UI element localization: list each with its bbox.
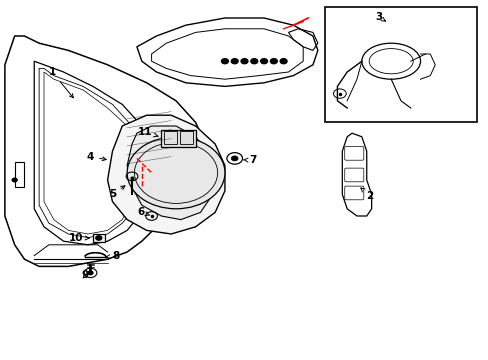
FancyBboxPatch shape [93,234,105,242]
Circle shape [250,59,257,64]
Text: 9: 9 [81,270,88,280]
Circle shape [12,178,17,182]
Circle shape [270,59,277,64]
Polygon shape [127,126,215,220]
Text: 11: 11 [138,127,158,138]
Text: 6: 6 [137,207,150,217]
Circle shape [280,59,286,64]
Circle shape [226,153,242,164]
Text: 10: 10 [68,233,89,243]
Text: 2: 2 [360,188,373,201]
Bar [325,7,476,122]
Circle shape [221,59,228,64]
Circle shape [231,156,238,161]
Text: 1: 1 [49,67,73,98]
Text: 7: 7 [243,155,256,165]
Circle shape [241,59,247,64]
Circle shape [88,271,93,275]
Text: 8: 8 [106,251,119,261]
Circle shape [260,59,267,64]
Circle shape [84,268,97,278]
Text: 5: 5 [109,186,124,199]
Polygon shape [107,115,224,234]
Circle shape [127,137,224,209]
Text: 3: 3 [375,12,385,22]
Circle shape [231,59,238,64]
FancyBboxPatch shape [161,130,195,147]
Circle shape [96,236,102,240]
Text: 4: 4 [86,152,106,162]
